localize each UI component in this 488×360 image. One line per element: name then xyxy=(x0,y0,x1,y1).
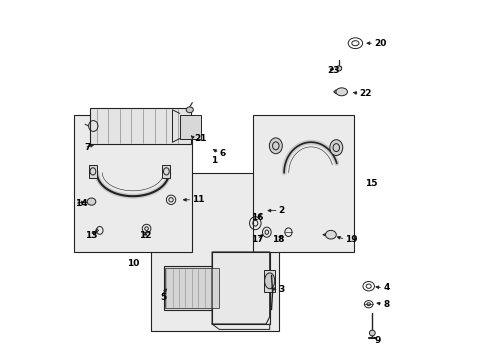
Bar xyxy=(253,115,354,252)
Text: 17: 17 xyxy=(250,235,263,244)
Text: 2: 2 xyxy=(278,206,285,215)
Text: 5: 5 xyxy=(160,292,166,302)
Ellipse shape xyxy=(87,198,96,205)
Bar xyxy=(212,252,269,324)
Text: 3: 3 xyxy=(278,285,285,294)
Text: 15: 15 xyxy=(365,179,377,188)
Ellipse shape xyxy=(269,138,282,154)
Bar xyxy=(73,115,192,252)
Text: 21: 21 xyxy=(194,134,206,143)
Text: 12: 12 xyxy=(139,231,151,240)
Ellipse shape xyxy=(264,273,274,289)
Text: 18: 18 xyxy=(272,235,285,244)
Bar xyxy=(165,268,219,308)
Ellipse shape xyxy=(329,140,342,156)
Text: 19: 19 xyxy=(345,235,357,244)
Bar xyxy=(89,108,190,144)
Ellipse shape xyxy=(335,66,341,71)
Text: 20: 20 xyxy=(373,39,386,48)
Ellipse shape xyxy=(368,330,374,336)
Text: 22: 22 xyxy=(359,89,371,98)
Ellipse shape xyxy=(325,230,336,239)
Ellipse shape xyxy=(186,107,193,113)
Text: 14: 14 xyxy=(75,199,87,208)
Text: 7: 7 xyxy=(84,143,90,152)
Text: 8: 8 xyxy=(382,300,388,309)
Text: 13: 13 xyxy=(85,231,98,240)
Text: 23: 23 xyxy=(326,66,339,75)
Text: 16: 16 xyxy=(250,213,263,222)
Text: 4: 4 xyxy=(382,284,388,292)
Bar xyxy=(163,266,221,310)
Text: 6: 6 xyxy=(219,149,225,158)
Bar xyxy=(162,165,170,178)
Ellipse shape xyxy=(335,88,347,96)
Text: 1: 1 xyxy=(210,156,217,165)
Text: 10: 10 xyxy=(126,259,139,269)
Bar xyxy=(179,115,201,139)
Bar xyxy=(151,173,278,331)
Text: 9: 9 xyxy=(374,336,380,345)
Bar xyxy=(89,165,97,178)
Bar xyxy=(264,270,275,292)
Text: 11: 11 xyxy=(192,195,204,204)
